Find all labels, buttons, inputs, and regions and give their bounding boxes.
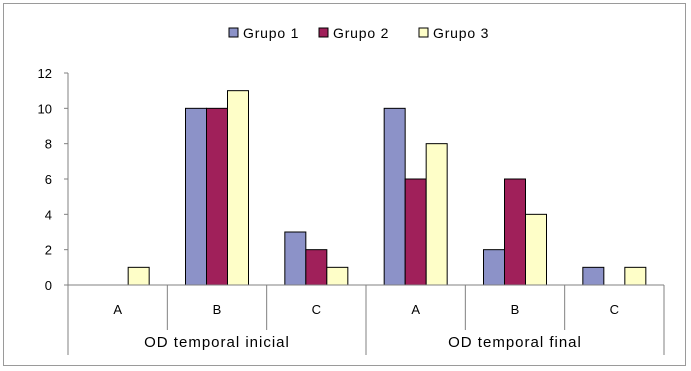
bar-grupo-1-b-4 (483, 249, 505, 286)
y-tick-label: 4 (45, 207, 52, 222)
bar-grupo-1-b-1 (185, 107, 207, 286)
legend-swatch (418, 27, 429, 38)
y-axis: 0 2 4 6 8 10 12 (38, 66, 69, 293)
bar-grupo-2-a-3 (404, 178, 427, 286)
bars (127, 90, 647, 286)
y-tick-label: 8 (45, 137, 52, 152)
chart-frame (3, 3, 686, 366)
bar-grupo-1-c-5 (582, 266, 605, 286)
legend-label: Grupo 2 (333, 25, 389, 41)
bar-grupo-2-b-1 (206, 107, 228, 286)
legend-label: Grupo 3 (433, 25, 489, 41)
y-tick-label: 6 (45, 172, 52, 187)
bar-grupo-1-a-3 (383, 107, 406, 286)
bar-grupo-2-b-4 (504, 178, 526, 286)
bar-grupo-3-b-4 (525, 213, 547, 286)
x-tick-label: A (411, 302, 420, 317)
y-tick-label: 10 (38, 101, 52, 116)
bar-grupo-3-c-5 (624, 266, 647, 286)
y-tick-label: 12 (38, 66, 52, 81)
legend-label: Grupo 1 (243, 25, 299, 41)
bar-grupo-3-a-0 (127, 266, 150, 286)
x-tick-label: C (610, 302, 619, 317)
legend-swatch (228, 27, 239, 38)
group-label: OD temporal inicial (144, 334, 290, 351)
x-tick-label: B (511, 302, 520, 317)
bar-grupo-3-a-3 (425, 143, 448, 286)
y-tick-label: 2 (45, 243, 52, 258)
y-tick-label: 0 (45, 278, 52, 293)
legend: Grupo 1 Grupo 2 Grupo 3 (228, 25, 489, 41)
x-tick-label: B (213, 302, 222, 317)
bar-grupo-3-c-2 (326, 266, 349, 286)
x-tick-label: C (312, 302, 321, 317)
bar-grupo-1-c-2 (284, 231, 307, 286)
bar-grupo-3-b-1 (227, 90, 249, 286)
legend-swatch (318, 27, 329, 38)
bar-grupo-2-c-2 (305, 249, 328, 286)
group-label: OD temporal final (448, 334, 582, 351)
x-axis: A B C A B C OD temporal inicial OD temporal fin… (67, 284, 665, 355)
x-tick-label: A (113, 302, 122, 317)
